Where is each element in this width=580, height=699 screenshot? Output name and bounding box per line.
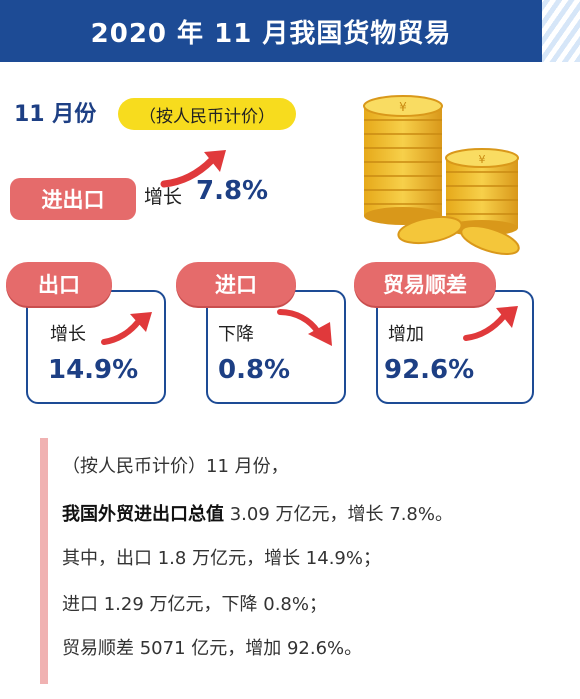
detail-line-2-bold: 我国外贸进出口总值 bbox=[62, 504, 224, 525]
up-arrow-icon bbox=[160, 150, 226, 188]
export-card bbox=[26, 290, 166, 404]
import-trend-text: 下降 bbox=[218, 324, 254, 345]
currency-note-tag: （按人民币计价） bbox=[118, 98, 296, 130]
detail-line-2: 我国外贸进出口总值 3.09 万亿元，增长 7.8%。 bbox=[62, 500, 453, 526]
down-arrow-icon bbox=[277, 309, 332, 346]
detail-line-5: 贸易顺差 5071 亿元，增加 92.6%。 bbox=[62, 638, 363, 659]
detail-line-1: （按人民币计价）11 月份， bbox=[62, 456, 289, 477]
total-trade-label: 进出口 bbox=[10, 178, 136, 220]
import-growth-value: 0.8% bbox=[218, 355, 291, 385]
page-title: 2020 年 11 月我国货物贸易 bbox=[90, 18, 452, 49]
header-bar bbox=[0, 0, 542, 62]
svg-text:¥: ¥ bbox=[399, 100, 407, 114]
svg-text:¥: ¥ bbox=[479, 153, 486, 166]
export-growth-value: 14.9% bbox=[48, 355, 139, 385]
header-stripe-decoration bbox=[542, 0, 580, 62]
detail-line-4: 进口 1.29 万亿元，下降 0.8%； bbox=[62, 594, 327, 615]
month-label: 11 月份 bbox=[14, 102, 97, 127]
export-trend-text: 增长 bbox=[50, 324, 86, 345]
trade-surplus-label: 贸易顺差 bbox=[354, 262, 496, 306]
export-label: 出口 bbox=[6, 262, 112, 306]
trade-surplus-trend-text: 增加 bbox=[388, 324, 424, 345]
import-card bbox=[206, 290, 346, 404]
total-trend-text: 增长 bbox=[144, 186, 183, 208]
trade-surplus-growth-value: 92.6% bbox=[384, 355, 475, 385]
detail-line-3: 其中，出口 1.8 万亿元，增长 14.9%； bbox=[62, 548, 381, 569]
coins-icon: ¥ ¥ bbox=[363, 95, 520, 255]
import-label: 进口 bbox=[176, 262, 296, 306]
total-growth-value: 7.8% bbox=[196, 176, 269, 206]
up-arrow-icon bbox=[463, 306, 518, 341]
up-arrow-icon bbox=[101, 312, 152, 345]
detail-divider bbox=[40, 438, 48, 684]
detail-line-2-rest: 3.09 万亿元，增长 7.8%。 bbox=[224, 504, 453, 525]
